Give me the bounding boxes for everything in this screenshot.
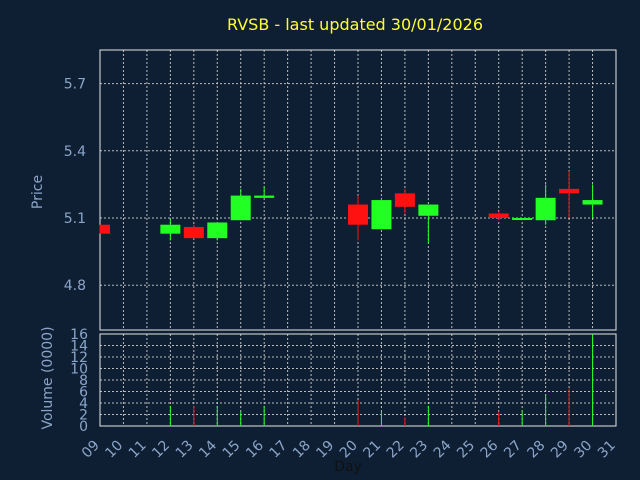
x-tick-label: 13 <box>173 438 197 462</box>
candle-body <box>371 200 392 230</box>
x-tick-label: 09 <box>79 438 103 462</box>
x-tick-label: 12 <box>149 438 173 462</box>
candle-body <box>207 222 228 239</box>
x-tick-label: 14 <box>196 437 220 461</box>
candle-body <box>559 188 580 194</box>
candle-body <box>160 224 181 234</box>
candle-body <box>582 200 603 205</box>
volume-tick-label: 14 <box>70 339 88 355</box>
x-tick-label: 25 <box>454 438 478 462</box>
volume-tick-label: 8 <box>79 373 88 389</box>
price-tick-label: 5.7 <box>64 77 86 93</box>
candle-body <box>394 193 415 207</box>
price-axis-label: Price <box>30 175 46 209</box>
x-tick-label: 28 <box>525 438 549 462</box>
price-tick-label: 4.8 <box>64 278 86 294</box>
volume-tick-label: 6 <box>79 385 88 401</box>
x-tick-label: 21 <box>360 438 384 462</box>
x-tick-label: 20 <box>337 438 361 462</box>
candle-body <box>100 224 110 234</box>
x-tick-label: 19 <box>313 438 337 462</box>
chart-title: RVSB - last updated 30/01/2026 <box>227 15 483 34</box>
x-tick-label: 31 <box>595 438 619 462</box>
price-tick-label: 5.4 <box>64 144 86 160</box>
price-tick-label: 5.1 <box>64 211 86 227</box>
volume-tick-label: 2 <box>79 408 88 424</box>
candle-body <box>183 226 204 239</box>
volume-tick-label: 16 <box>70 327 88 343</box>
candle-body <box>488 213 509 218</box>
x-tick-label: 29 <box>548 438 572 462</box>
x-tick-label: 24 <box>431 437 455 461</box>
volume-tick-label: 4 <box>79 396 88 412</box>
x-tick-label: 16 <box>243 437 267 461</box>
day-axis-label: Day <box>334 459 362 475</box>
candle-body <box>254 195 275 198</box>
volume-tick-label: 12 <box>70 350 88 366</box>
x-tick-label: 23 <box>407 438 431 462</box>
x-tick-label: 10 <box>102 438 126 462</box>
volume-tick-label: 0 <box>79 419 88 435</box>
candle-body <box>535 197 556 221</box>
x-tick-label: 11 <box>126 438 150 462</box>
candle-body <box>348 204 368 225</box>
candle-body <box>512 218 533 220</box>
x-tick-label: 15 <box>220 438 244 462</box>
x-tick-label: 30 <box>571 438 595 462</box>
price-panel-frame <box>99 49 617 331</box>
x-tick-label: 17 <box>267 438 291 462</box>
candle-body <box>418 204 439 216</box>
x-tick-label: 27 <box>501 438 525 462</box>
x-tick-label: 26 <box>478 437 502 461</box>
x-tick-label: 22 <box>384 438 408 462</box>
volume-axis-label: Volume (0000) <box>40 326 56 429</box>
x-tick-label: 18 <box>290 438 314 462</box>
volume-tick-label: 10 <box>70 362 88 378</box>
candle-body <box>230 195 251 221</box>
